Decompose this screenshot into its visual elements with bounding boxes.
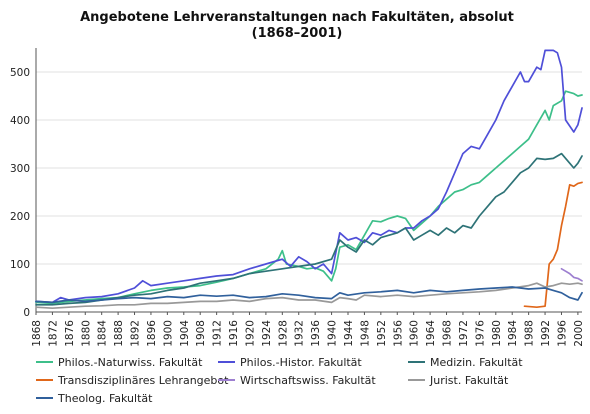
y-tick-label: 500 bbox=[10, 67, 30, 79]
x-tick-label: 1984 bbox=[507, 320, 519, 347]
x-tick-label: 1968 bbox=[442, 320, 454, 347]
x-tick-label: 1988 bbox=[524, 320, 536, 347]
legend-label-3: Transdisziplinäres Lehrangebot bbox=[57, 374, 229, 387]
y-tick-label: 200 bbox=[10, 211, 30, 223]
x-tick-label: 1964 bbox=[425, 320, 437, 347]
x-tick-label: 1884 bbox=[97, 320, 109, 347]
x-tick-label: 1912 bbox=[212, 320, 224, 347]
x-tick-label: 1880 bbox=[80, 320, 92, 347]
series-line-5 bbox=[35, 282, 583, 310]
legend: Philos.-Naturwiss. Fakultät Philos.-Histo… bbox=[36, 356, 523, 405]
x-tick-label: 1948 bbox=[359, 320, 371, 347]
chart-subtitle: (1868–2001) bbox=[252, 26, 343, 41]
x-tick-label: 1868 bbox=[31, 320, 43, 347]
legend-label-5: Jurist. Fakultät bbox=[429, 374, 509, 387]
x-tick-label: 1920 bbox=[244, 320, 256, 347]
x-tick-label: 1932 bbox=[294, 320, 306, 347]
x-tick-label: 1904 bbox=[179, 320, 191, 347]
series-line-1 bbox=[35, 49, 583, 304]
series-line-0 bbox=[35, 90, 583, 305]
y-tick-label: 100 bbox=[10, 259, 30, 271]
x-tick-label: 1996 bbox=[556, 320, 568, 347]
x-tick-label: 1940 bbox=[327, 320, 339, 347]
series-line-2 bbox=[35, 152, 583, 306]
x-tick-label: 1936 bbox=[310, 320, 322, 347]
x-tick-label: 1916 bbox=[228, 320, 240, 347]
series-line-4 bbox=[560, 267, 583, 282]
x-tick-label: 2000 bbox=[573, 320, 585, 347]
x-tick-label: 1892 bbox=[130, 320, 142, 347]
series-lines bbox=[35, 49, 583, 310]
x-tick-label: 1924 bbox=[261, 320, 273, 347]
y-tick-label: 0 bbox=[23, 307, 30, 319]
x-tick-label: 1944 bbox=[343, 320, 355, 347]
legend-label-1: Philos.-Histor. Fakultät bbox=[240, 356, 362, 369]
axes: 0 100 200 300 400 500 1868 1872 1876 1880 1884 1888… bbox=[10, 48, 585, 347]
legend-label-0: Philos.-Naturwiss. Fakultät bbox=[58, 356, 203, 369]
x-tick-label: 1952 bbox=[376, 320, 388, 347]
legend-label-4: Wirtschaftswiss. Fakultät bbox=[240, 374, 376, 387]
series-line-6 bbox=[35, 286, 583, 304]
x-tick-label: 1992 bbox=[540, 320, 552, 347]
x-tick-label: 1872 bbox=[47, 320, 59, 347]
y-tick-label: 300 bbox=[10, 163, 30, 175]
x-tick-label: 1972 bbox=[458, 320, 470, 347]
x-tick-label: 1980 bbox=[491, 320, 503, 347]
legend-label-2: Medizin. Fakultät bbox=[430, 356, 523, 369]
x-tick-label: 1876 bbox=[64, 320, 76, 347]
x-tick-label: 1900 bbox=[162, 320, 174, 347]
x-tick-label: 1976 bbox=[474, 320, 486, 347]
x-tick-label: 1888 bbox=[113, 320, 125, 347]
x-tick-label: 1928 bbox=[277, 320, 289, 347]
x-tick-label: 1908 bbox=[195, 320, 207, 347]
legend-label-6: Theolog. Fakultät bbox=[57, 392, 153, 405]
chart-title: Angebotene Lehrveranstaltungen nach Faku… bbox=[80, 10, 514, 25]
x-tick-label: 1956 bbox=[392, 320, 404, 347]
x-tick-label: 1896 bbox=[146, 320, 158, 347]
y-tick-label: 400 bbox=[10, 115, 30, 127]
x-tick-label: 1960 bbox=[409, 320, 421, 347]
series-line-3 bbox=[523, 181, 583, 309]
